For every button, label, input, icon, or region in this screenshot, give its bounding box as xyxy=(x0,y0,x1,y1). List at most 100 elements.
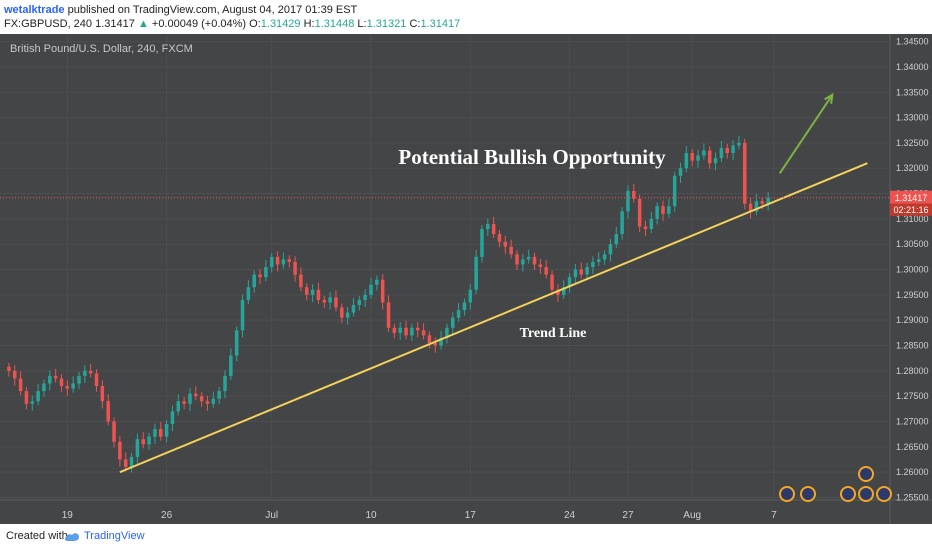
candle xyxy=(287,259,291,262)
candle xyxy=(305,287,309,295)
chart-background xyxy=(0,34,932,524)
symbol-label: FX:GBPUSD, 240 xyxy=(4,18,93,30)
y-tick-label: 1.33500 xyxy=(896,87,929,97)
candle xyxy=(620,211,624,235)
candle xyxy=(147,436,151,445)
candle xyxy=(18,378,23,392)
headline-annotation: Potential Bullish Opportunity xyxy=(398,145,666,169)
candle xyxy=(48,375,52,384)
candle xyxy=(310,289,315,295)
candle xyxy=(538,264,543,267)
candle xyxy=(743,142,747,204)
candle xyxy=(404,327,408,336)
y-tick-label: 1.30000 xyxy=(896,265,929,275)
tradingview-link[interactable]: TradingView xyxy=(84,530,145,542)
y-tick-label: 1.31000 xyxy=(896,214,929,224)
candle xyxy=(707,150,712,164)
candle xyxy=(24,391,29,404)
change-value: +0.00049 (+0.04%) xyxy=(151,18,247,30)
uk-event-icon[interactable] xyxy=(858,466,874,482)
candle xyxy=(415,327,420,331)
candle xyxy=(340,307,344,318)
candle xyxy=(731,145,735,154)
us-event-icon[interactable] xyxy=(840,486,856,502)
candle xyxy=(100,386,105,402)
countdown-background xyxy=(890,203,932,216)
candle xyxy=(573,269,578,278)
candle xyxy=(293,261,297,275)
symbol-info: FX:GBPUSD, 240 1.31417 ▲ +0.00049 (+0.04… xyxy=(4,18,460,30)
candle xyxy=(77,375,81,384)
candle xyxy=(375,279,379,285)
candle xyxy=(427,335,432,343)
tradingview-logo-icon[interactable] xyxy=(64,530,80,542)
chart-title: British Pound/U.S. Dollar, 240, FXCM xyxy=(10,43,193,55)
trend-line[interactable] xyxy=(119,162,868,474)
candle xyxy=(550,274,554,290)
candle xyxy=(737,142,741,146)
y-tick-label: 1.26500 xyxy=(896,442,929,452)
candle xyxy=(474,256,478,290)
y-tick-label: 1.26000 xyxy=(896,467,929,477)
publish-header: wetalktrade published on TradingView.com… xyxy=(0,0,932,34)
us-event-icon[interactable] xyxy=(876,486,892,502)
candle xyxy=(556,289,560,295)
time-axis: 19 26 Jul 10 17 24 27 Aug 7 xyxy=(62,510,777,521)
candle xyxy=(614,234,619,245)
candle xyxy=(351,304,356,313)
candle xyxy=(392,327,397,333)
candle xyxy=(53,375,58,379)
candle xyxy=(515,254,519,265)
y-tick-label: 1.28000 xyxy=(896,366,929,376)
price-tag-value: 1.31417 xyxy=(895,193,928,203)
candle xyxy=(71,383,75,389)
trend-line-label: Trend Line xyxy=(520,326,587,341)
candle xyxy=(684,153,689,169)
candle xyxy=(380,279,385,303)
candle xyxy=(725,147,729,154)
close-label: C: xyxy=(409,18,421,30)
candle xyxy=(760,201,765,204)
candle xyxy=(328,297,332,303)
candle xyxy=(597,259,601,262)
countdown-value: 02:21:16 xyxy=(893,205,928,215)
candle xyxy=(88,370,93,374)
candle xyxy=(754,201,759,212)
candle xyxy=(176,401,181,412)
bullish-arrow-icon xyxy=(778,92,834,174)
candle xyxy=(480,229,484,257)
candle xyxy=(702,150,706,156)
candle xyxy=(608,244,613,255)
last-price: 1.31417 xyxy=(95,18,135,30)
candle xyxy=(643,226,648,230)
author-link[interactable]: wetalktrade xyxy=(4,4,65,16)
candle xyxy=(246,287,251,300)
candle xyxy=(258,274,262,278)
x-tick-label: Jul xyxy=(265,510,278,521)
candle xyxy=(199,396,204,402)
us-event-icon[interactable] xyxy=(858,486,874,502)
x-tick-label: 10 xyxy=(365,510,377,521)
low-label: L: xyxy=(357,18,367,30)
candle xyxy=(468,289,473,303)
candle xyxy=(503,241,508,247)
publish-info: wetalktrade published on TradingView.com… xyxy=(4,4,357,16)
candle xyxy=(42,383,46,392)
candle xyxy=(269,256,274,267)
candle xyxy=(486,223,490,230)
x-tick-label: 7 xyxy=(771,510,777,521)
us-event-icon[interactable] xyxy=(800,486,816,502)
candle xyxy=(118,441,122,460)
candle xyxy=(112,421,116,442)
change-up-icon: ▲ xyxy=(137,18,149,30)
price-chart[interactable]: 1.34500 1.34000 1.33500 1.33000 1.32500 1.320… xyxy=(0,34,932,524)
high-label: H: xyxy=(303,18,315,30)
candle xyxy=(567,277,572,288)
candle xyxy=(234,330,239,356)
candle xyxy=(363,294,367,300)
us-event-icon[interactable] xyxy=(779,486,795,502)
candle xyxy=(252,274,256,288)
candle xyxy=(316,289,321,300)
candle xyxy=(532,256,537,265)
candle xyxy=(13,370,17,379)
